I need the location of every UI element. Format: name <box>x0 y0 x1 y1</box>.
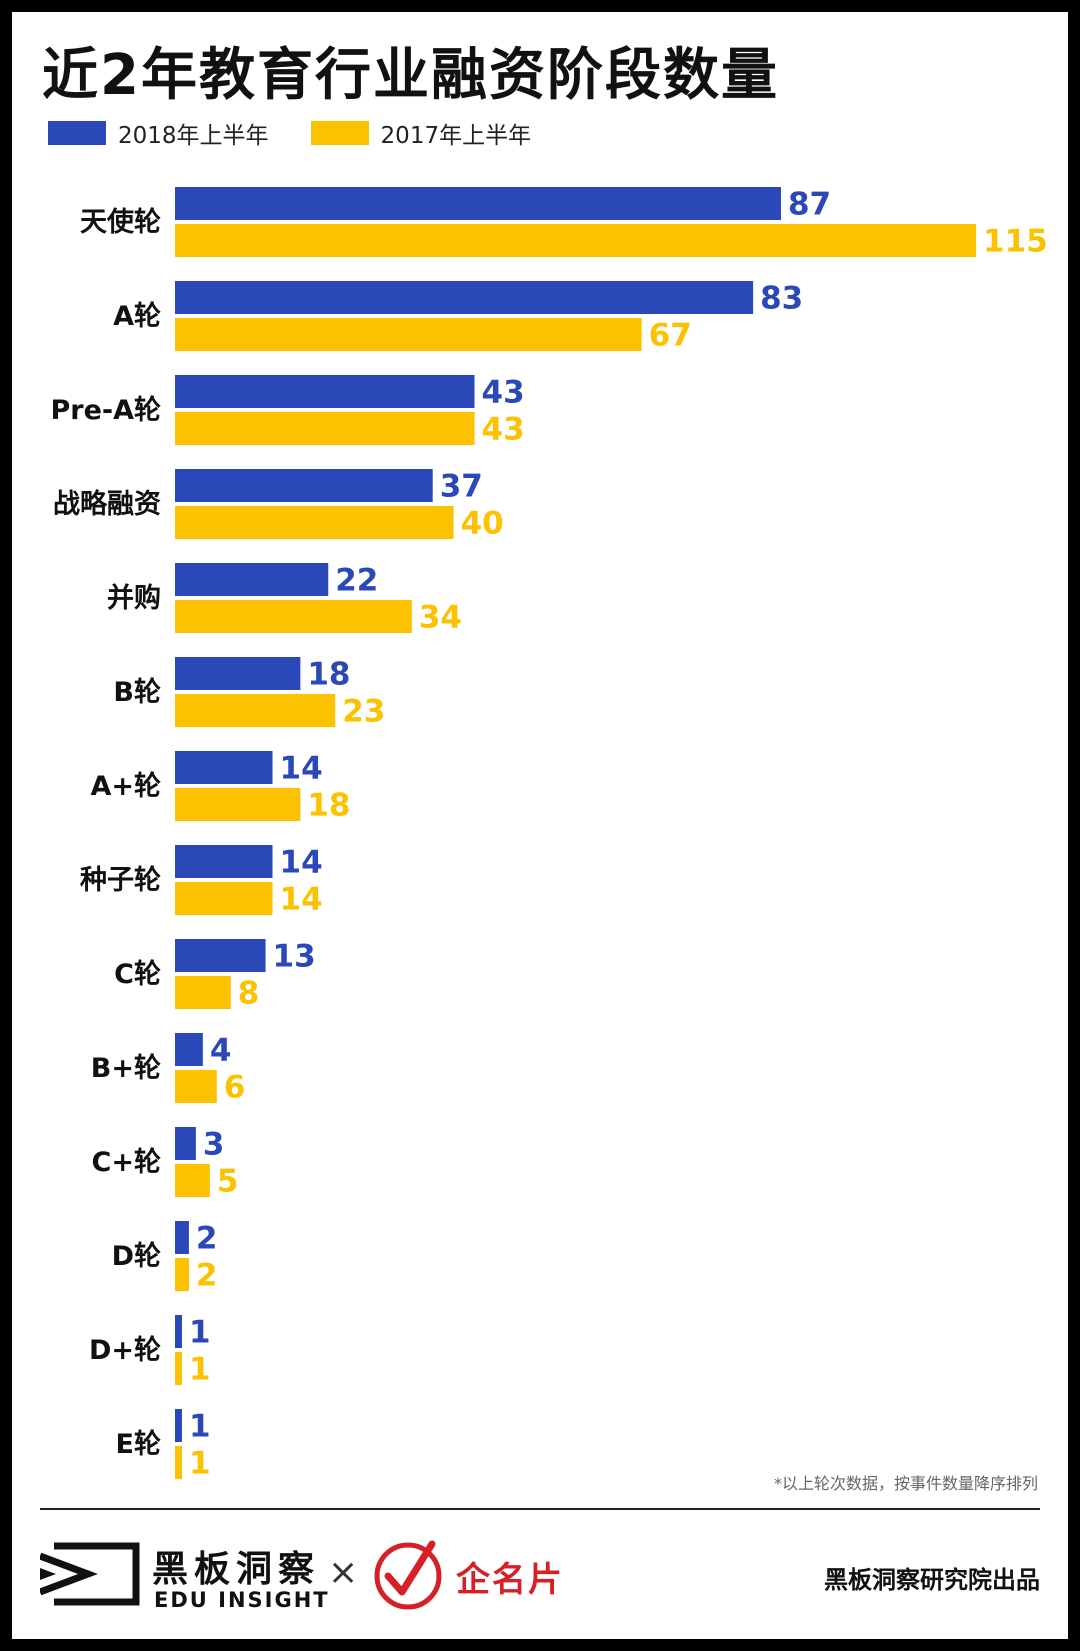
bar-2017 <box>175 224 976 257</box>
bar-2017 <box>175 882 273 915</box>
value-label: 3 <box>203 1127 225 1163</box>
value-label: 1 <box>189 1409 211 1445</box>
legend-label-2017: 2017年上半年 <box>380 123 532 149</box>
value-label: 6 <box>224 1070 246 1106</box>
bar-2018 <box>175 1033 203 1066</box>
value-label: 43 <box>482 412 525 448</box>
category-label: B轮 <box>113 677 161 708</box>
legend: 2018年上半年 2017年上半年 <box>48 116 573 150</box>
bar-2018 <box>175 469 433 502</box>
bar-2018 <box>175 939 266 972</box>
partner-name: 企名片 <box>456 1560 564 1600</box>
value-label: 5 <box>217 1164 239 1200</box>
legend-item-2018: 2018年上半年 <box>48 116 269 150</box>
producer-credit: 黑板洞察研究院出品 <box>824 1566 1040 1594</box>
value-label: 22 <box>335 563 378 599</box>
value-label: 23 <box>342 694 385 730</box>
value-label: 13 <box>273 939 316 975</box>
category-label: Pre-A轮 <box>50 395 161 426</box>
brand-name-en: EDU INSIGHT <box>154 1588 330 1612</box>
category-label: E轮 <box>116 1429 161 1460</box>
value-label: 2 <box>196 1258 218 1294</box>
category-label: 战略融资 <box>53 488 161 520</box>
divider <box>40 1508 1040 1510</box>
category-label: D+轮 <box>89 1335 161 1366</box>
bar-2017 <box>175 976 231 1009</box>
value-label: 40 <box>461 506 504 542</box>
category-label: B+轮 <box>91 1053 161 1084</box>
legend-label-2018: 2018年上半年 <box>118 123 269 149</box>
qimingpian-logo-icon <box>374 1540 442 1610</box>
bar-2017 <box>175 694 336 727</box>
value-label: 37 <box>440 469 483 505</box>
value-label: 14 <box>280 845 323 881</box>
bar-2018 <box>175 375 475 408</box>
bar-2017 <box>175 1164 210 1197</box>
value-label: 8 <box>238 976 260 1012</box>
edu-insight-logo-icon <box>40 1542 140 1606</box>
value-label: 34 <box>419 600 462 636</box>
category-label: D轮 <box>112 1241 161 1272</box>
legend-swatch-2017 <box>310 121 369 145</box>
category-label: A+轮 <box>90 771 161 802</box>
bar-2017 <box>175 1446 182 1479</box>
bar-2018 <box>175 1409 182 1442</box>
brand-name-cn: 黑板洞察 <box>152 1549 321 1590</box>
value-label: 14 <box>280 751 323 787</box>
chart-title: 近2年教育行业融资阶段数量 <box>42 43 779 108</box>
bar-2018 <box>175 845 273 878</box>
value-label: 1 <box>189 1446 211 1481</box>
bar-2018 <box>175 281 754 314</box>
bar-2018 <box>175 563 329 596</box>
bar-2018 <box>175 657 301 690</box>
bar-2018 <box>175 1127 196 1160</box>
footnote: *以上轮次数据，按事件数量降序排列 <box>773 1474 1038 1493</box>
legend-swatch-2018 <box>48 121 106 145</box>
value-label: 2 <box>196 1221 218 1257</box>
legend-item-2017: 2017年上半年 <box>310 116 532 150</box>
value-label: 115 <box>983 224 1048 260</box>
value-label: 18 <box>307 657 350 693</box>
value-label: 43 <box>482 375 525 411</box>
category-label: A轮 <box>113 301 161 332</box>
value-label: 87 <box>788 187 831 223</box>
bar-2018 <box>175 1221 189 1254</box>
value-label: 4 <box>210 1033 232 1069</box>
category-label: 种子轮 <box>80 865 161 896</box>
category-label: 并购 <box>107 582 161 614</box>
bar-2017 <box>175 600 412 633</box>
bar-2017 <box>175 506 454 539</box>
value-label: 1 <box>189 1352 211 1388</box>
bar-2017 <box>175 318 642 351</box>
category-label: 天使轮 <box>80 207 161 238</box>
value-label: 14 <box>280 882 323 918</box>
bar-2018 <box>175 187 781 220</box>
value-label: 18 <box>307 788 350 824</box>
bar-2017 <box>175 412 475 445</box>
collaboration-x: × <box>328 1552 359 1593</box>
value-label: 67 <box>649 318 692 354</box>
bar-2017 <box>175 788 301 821</box>
category-label: C+轮 <box>92 1147 161 1178</box>
bar-2018 <box>175 751 273 784</box>
bar-2018 <box>175 1315 182 1348</box>
bar-2017 <box>175 1352 182 1385</box>
bar-2017 <box>175 1258 189 1291</box>
footer: 黑板洞察 EDU INSIGHT × 企名片 黑板洞察研究院出品 <box>40 1530 1040 1620</box>
value-label: 83 <box>760 281 803 317</box>
value-label: 1 <box>189 1315 211 1351</box>
bar-2017 <box>175 1070 217 1103</box>
category-label: C轮 <box>114 959 161 990</box>
